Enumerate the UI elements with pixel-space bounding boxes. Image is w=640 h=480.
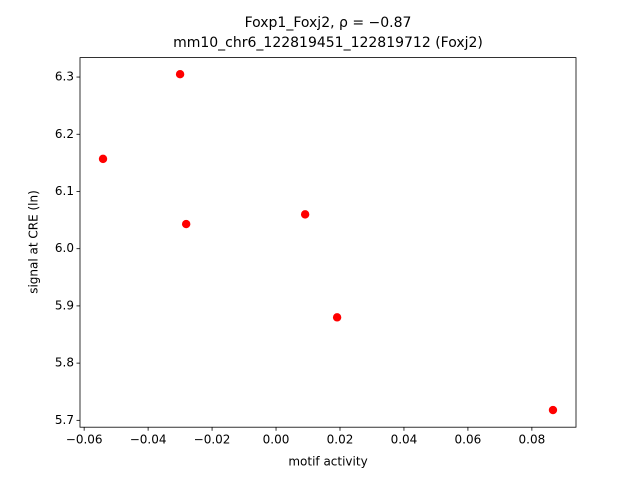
x-tick-label: 0.04 (391, 433, 418, 447)
x-tick-label: −0.02 (194, 433, 231, 447)
scatter-point (548, 405, 558, 415)
x-tick-label: 0.08 (519, 433, 546, 447)
x-tick-label: 0.00 (263, 433, 290, 447)
chart-subtitle: mm10_chr6_122819451_122819712 (Foxj2) (173, 35, 483, 51)
y-tick-label: 6.0 (55, 241, 74, 255)
x-axis-label: motif activity (288, 455, 367, 469)
x-tick-label: 0.06 (455, 433, 482, 447)
x-tick-label: −0.06 (66, 433, 103, 447)
chart-title: Foxp1_Foxj2, ρ = −0.87 (245, 15, 412, 31)
y-tick-label: 6.3 (55, 70, 74, 84)
scatter-point (300, 210, 310, 219)
y-axis-label: signal at CRE (ln) (27, 190, 41, 294)
y-tick-label: 6.1 (55, 184, 74, 198)
plot-frame (79, 57, 577, 428)
y-tick-label: 5.8 (55, 356, 74, 370)
x-tick-label: 0.02 (327, 433, 354, 447)
scatter-point (181, 219, 191, 229)
x-tick-label: −0.04 (130, 433, 167, 447)
scatter-point (175, 69, 185, 79)
scatter-point (98, 154, 108, 164)
y-tick-label: 6.2 (55, 127, 74, 141)
scatter-point (332, 313, 342, 322)
y-tick-label: 5.9 (55, 298, 74, 312)
y-tick-label: 5.7 (55, 413, 74, 427)
